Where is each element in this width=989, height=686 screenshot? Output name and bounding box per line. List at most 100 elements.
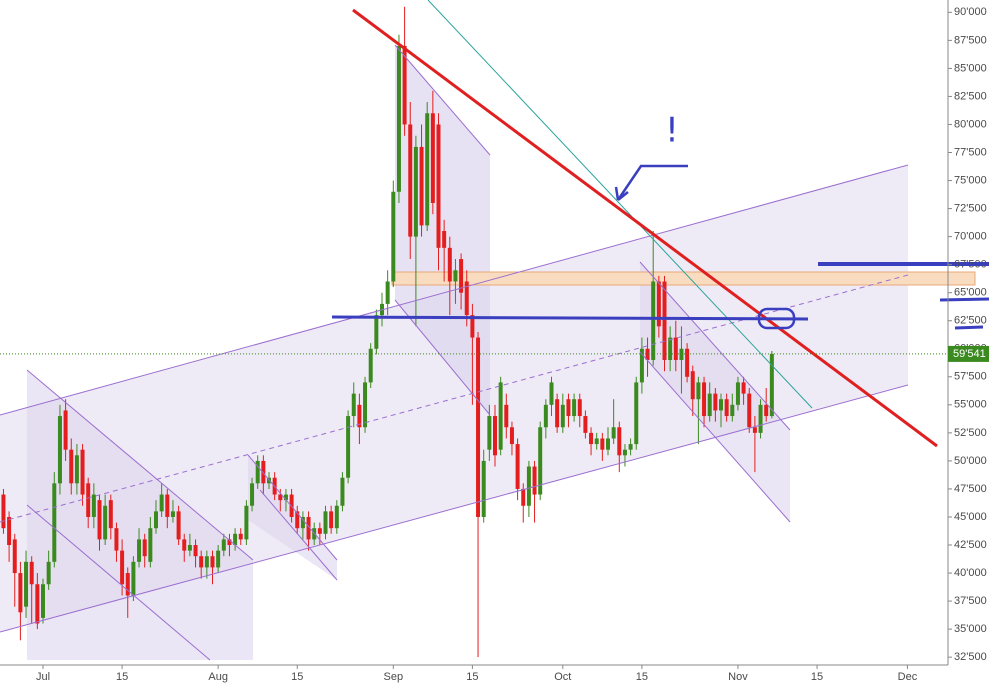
candle-body [521, 488, 526, 506]
candle-body [250, 483, 255, 506]
channel-line [26, 369, 254, 561]
candle-body [442, 231, 447, 248]
candle-body [532, 466, 537, 495]
candle-body [747, 393, 752, 428]
candle-body [91, 494, 96, 517]
y-tick-label: 77'500 [954, 146, 987, 158]
candle-body [476, 337, 481, 517]
candle-body [408, 124, 413, 237]
candle-body [690, 371, 695, 400]
candle-body [594, 438, 599, 445]
candle-body [317, 528, 322, 534]
candle-body [1, 494, 6, 529]
y-tick-label: 80'000 [954, 118, 987, 130]
candle-body [391, 191, 396, 282]
candle-body [103, 505, 108, 540]
candle-body [713, 393, 718, 411]
candle-body [577, 399, 582, 417]
candle-body [504, 404, 509, 428]
candle-body [125, 573, 130, 596]
y-tick-label: 52'500 [954, 427, 987, 439]
candle-body [182, 539, 187, 551]
candle-body [137, 539, 142, 562]
channel-fill [27, 370, 253, 660]
y-tick-label: 35'000 [954, 623, 987, 635]
channel-line [0, 164, 909, 416]
candle-body [470, 315, 475, 338]
candle-body [86, 483, 91, 517]
y-tick-label: 70'000 [954, 231, 987, 243]
candle-body [634, 382, 639, 445]
candle-body [351, 393, 356, 417]
y-tick-label: 62'500 [954, 315, 987, 327]
candle-body [334, 505, 339, 529]
level-line [331, 315, 809, 321]
candle-body [572, 399, 577, 417]
candle-body [368, 348, 373, 383]
candle-body [244, 505, 249, 540]
channel-line [639, 351, 791, 523]
candle-body [430, 113, 435, 203]
candle-body [7, 516, 12, 546]
candle-body [295, 511, 300, 529]
y-tick-label: 42'500 [954, 539, 987, 551]
candle-body [696, 382, 701, 400]
channel-midline [0, 274, 909, 523]
candle-body [329, 511, 334, 529]
candle-body [199, 556, 204, 568]
candle-body [662, 281, 667, 360]
candle-body [176, 511, 181, 540]
candle-body [645, 348, 650, 360]
candle-body [509, 427, 514, 445]
candle-body [120, 550, 125, 585]
candle-body [583, 416, 588, 433]
y-tick-label: 75'000 [954, 174, 987, 186]
x-tick-label: Jul [36, 671, 50, 683]
candle-body [566, 399, 571, 417]
channel-line [639, 261, 791, 431]
candle-body [396, 45, 401, 192]
candle-body [221, 539, 226, 551]
y-tick-label: 82'500 [954, 90, 987, 102]
last-price-label: 59'541 [953, 348, 986, 360]
trend-line [427, 0, 813, 409]
candle-body [300, 516, 305, 529]
candle-body [628, 444, 633, 450]
candle-body [278, 494, 283, 501]
candle-body [346, 416, 351, 478]
y-tick-label: 90'000 [954, 6, 987, 18]
candle-body [374, 315, 379, 349]
y-tick-label: 50'000 [954, 455, 987, 467]
last-price-box [948, 345, 989, 362]
candle-body [114, 528, 119, 551]
drawings-background [0, 45, 976, 660]
candle-body [668, 337, 673, 360]
candle-body [617, 427, 622, 456]
candle-body [549, 382, 554, 405]
candle-body [142, 539, 147, 557]
candle-body [29, 561, 34, 585]
candle-body [606, 438, 610, 450]
trend-line [352, 8, 938, 448]
candle-body [764, 404, 769, 417]
y-tick-label: 57'500 [954, 371, 987, 383]
candle-body [385, 281, 390, 304]
candle-body [498, 382, 503, 450]
candle-body [447, 247, 452, 282]
annotation: ! [665, 111, 679, 151]
candle-body [74, 455, 79, 484]
y-tick-label: 85'000 [954, 62, 987, 74]
arrow [614, 164, 688, 201]
channel-line [247, 454, 338, 561]
candle-body [131, 561, 136, 596]
candle-body [261, 460, 266, 484]
y-tick-label: 37'500 [954, 595, 987, 607]
candle-body [357, 404, 362, 428]
candle-body [193, 545, 198, 557]
x-tick-label: 15 [811, 671, 823, 683]
candle-body [154, 511, 158, 529]
candle-body [63, 410, 68, 450]
candle-body [97, 500, 102, 540]
x-tick-label: 15 [636, 671, 648, 683]
